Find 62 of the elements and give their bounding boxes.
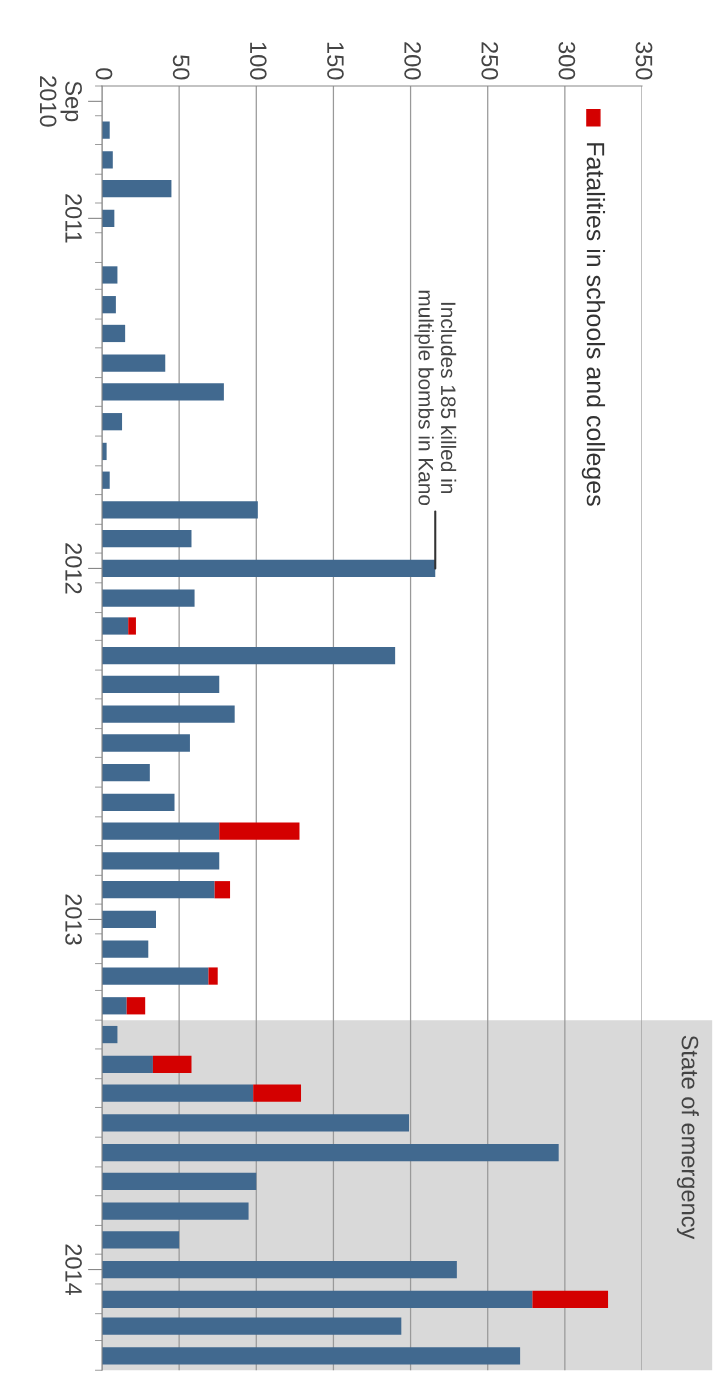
bar xyxy=(102,296,116,314)
bar xyxy=(102,530,192,548)
bar xyxy=(102,324,126,343)
bar xyxy=(532,1290,609,1308)
bar xyxy=(102,151,113,169)
bar xyxy=(102,647,396,665)
bar xyxy=(102,1231,180,1249)
x-tick-label: 300 xyxy=(558,41,576,80)
x-tick-label: 200 xyxy=(404,42,421,80)
bar xyxy=(102,354,166,372)
bar xyxy=(128,617,136,635)
bar xyxy=(102,1317,402,1335)
bar xyxy=(219,822,300,840)
bar xyxy=(102,1084,254,1102)
y-tick-label: 2014 xyxy=(65,1244,82,1296)
x-tick-label: 50 xyxy=(172,55,190,80)
bar xyxy=(102,852,220,870)
bar xyxy=(102,881,215,899)
x-tick-label: 0 xyxy=(95,68,113,80)
bar xyxy=(102,764,150,782)
bar xyxy=(102,967,209,985)
x-tick-label: 150 xyxy=(327,42,344,80)
bar xyxy=(102,121,110,139)
band-label: State of emergency xyxy=(676,1035,699,1240)
bar xyxy=(102,589,195,607)
x-tick-label: 350 xyxy=(635,41,653,80)
y-tick-label: 2013 xyxy=(65,894,82,945)
bar xyxy=(102,383,224,401)
bar xyxy=(214,881,231,899)
y-tick-label: 2012 xyxy=(65,543,82,594)
bar xyxy=(102,266,118,284)
x-tick-label: 250 xyxy=(481,42,499,80)
bar xyxy=(102,617,129,635)
bar xyxy=(102,1202,249,1220)
bar xyxy=(102,1055,153,1073)
bar xyxy=(102,1290,533,1308)
bar xyxy=(102,1143,559,1162)
y-tick-label: Sep 2010 xyxy=(39,76,82,127)
bar xyxy=(102,179,172,198)
bar xyxy=(152,1055,192,1073)
bar xyxy=(102,793,175,812)
bar xyxy=(102,1260,457,1279)
bar xyxy=(102,997,127,1015)
bar xyxy=(253,1084,302,1102)
bar xyxy=(102,413,123,431)
bar xyxy=(102,1172,257,1190)
bar xyxy=(102,705,235,723)
bar xyxy=(102,559,436,578)
bar xyxy=(102,501,258,519)
bar xyxy=(126,997,146,1015)
bar xyxy=(208,967,218,985)
bar xyxy=(102,940,149,958)
bar xyxy=(102,1114,410,1132)
bar xyxy=(102,734,190,752)
bar xyxy=(102,910,156,929)
bar xyxy=(102,1347,521,1365)
bar xyxy=(102,822,220,840)
annotation: Includes 185 killed in multiple bombs in Kano xyxy=(414,290,457,506)
y-tick-label: 2011 xyxy=(65,194,82,243)
x-tick-label: 100 xyxy=(249,42,267,80)
bar xyxy=(102,675,220,694)
legend-label: Fatalities in schools and colleges xyxy=(581,143,606,506)
